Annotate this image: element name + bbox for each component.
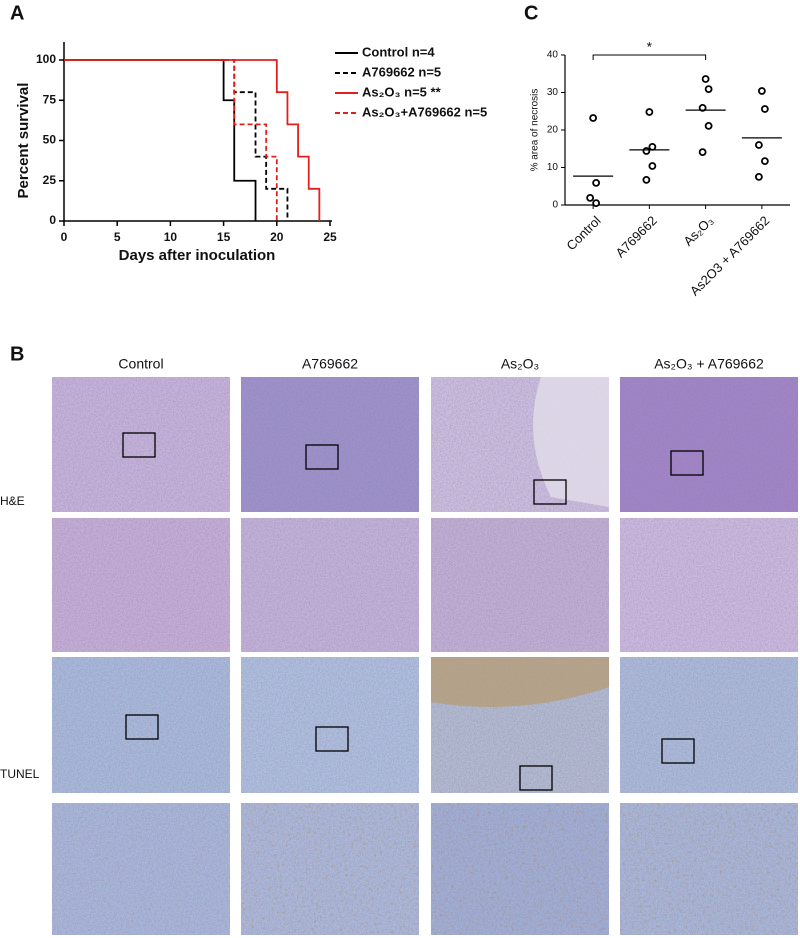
data-point [701, 75, 710, 83]
data-point [642, 147, 651, 155]
micrograph-texture [620, 657, 798, 793]
data-point [592, 199, 601, 208]
inset-box [670, 450, 704, 476]
data-point [698, 148, 707, 157]
data-point [698, 103, 707, 112]
y-tick-label: 0 [552, 200, 558, 211]
data-point [760, 157, 769, 166]
inset-box [122, 432, 156, 458]
data-point [589, 114, 598, 122]
data-point [642, 175, 651, 184]
micrograph-texture [52, 657, 230, 793]
x-tick-label: As₂O₃ [680, 213, 716, 249]
tunel-stain [620, 803, 798, 935]
y-axis-label: Percent survival [15, 83, 32, 199]
significance-bracket [592, 54, 707, 60]
data-point [757, 87, 766, 95]
data-point [648, 162, 657, 170]
legend-label: As₂O₃+A769662 n=5 [362, 104, 487, 119]
x-tick-label: 10 [164, 230, 178, 244]
y-axis-label: % area of necrosis [530, 89, 541, 172]
column-label: As₂O₃ [501, 356, 539, 372]
x-axis-label: Days after inoculation [119, 247, 276, 264]
survival-line [64, 59, 321, 221]
y-tick-label: 30 [547, 87, 559, 98]
y-tick-label: 10 [547, 162, 559, 173]
micrograph-texture [52, 518, 230, 652]
data-point [586, 193, 595, 202]
legend-label: Control n=4 [362, 44, 435, 59]
y-tick-label: 75 [43, 92, 57, 106]
data-point [754, 141, 763, 149]
inset-box [519, 765, 553, 791]
tissue-area [533, 377, 609, 507]
survival-line [64, 59, 289, 221]
y-tick-label: 0 [49, 213, 56, 227]
x-tick-label: 5 [114, 230, 121, 244]
y-tick-label: 40 [547, 50, 559, 61]
inset-box [661, 738, 695, 764]
inset-box [315, 726, 349, 752]
significance-label: * [647, 39, 653, 55]
column-label: As₂O₃ + A769662 [654, 356, 764, 372]
x-tick-label: 0 [61, 230, 68, 244]
micrograph-texture [620, 377, 798, 512]
inset-box [305, 444, 339, 470]
tissue-area [431, 657, 609, 707]
panel-label: C [524, 2, 538, 24]
x-tick-label: 25 [323, 230, 337, 244]
tunel-stain [52, 803, 230, 935]
panel-label: A [10, 2, 24, 24]
column-label: Control [118, 356, 163, 372]
panel-label: B [10, 343, 24, 365]
micrograph-texture [431, 518, 609, 652]
micrograph-texture [241, 518, 419, 652]
legend-label: A769662 n=5 [362, 64, 441, 79]
y-tick-label: 50 [43, 133, 57, 147]
row-label: TUNEL [0, 767, 40, 781]
micrograph-texture [52, 377, 230, 512]
survival-line [64, 59, 257, 221]
survival-line [64, 59, 278, 221]
x-tick-label: A769662 [613, 213, 660, 260]
y-tick-label: 25 [43, 173, 57, 187]
data-point [592, 178, 601, 187]
x-tick-label: 15 [217, 230, 231, 244]
x-tick-label: Control [563, 213, 603, 253]
micrograph-texture [620, 518, 798, 652]
data-point [760, 105, 769, 113]
inset-box [533, 479, 567, 505]
micrograph-texture [241, 657, 419, 793]
tunel-stain [431, 803, 609, 935]
x-tick-label: 20 [270, 230, 284, 244]
data-point [648, 142, 657, 151]
row-label: H&E [0, 494, 25, 508]
data-point [754, 172, 763, 181]
data-point [645, 108, 654, 116]
data-point [704, 85, 713, 94]
tunel-stain [241, 803, 419, 935]
y-tick-label: 100 [36, 52, 56, 66]
y-tick-label: 20 [547, 125, 559, 136]
inset-box [125, 714, 159, 740]
data-point [704, 121, 713, 130]
legend-label: As₂O₃ n=5 ** [362, 84, 442, 99]
column-label: A769662 [302, 356, 358, 372]
